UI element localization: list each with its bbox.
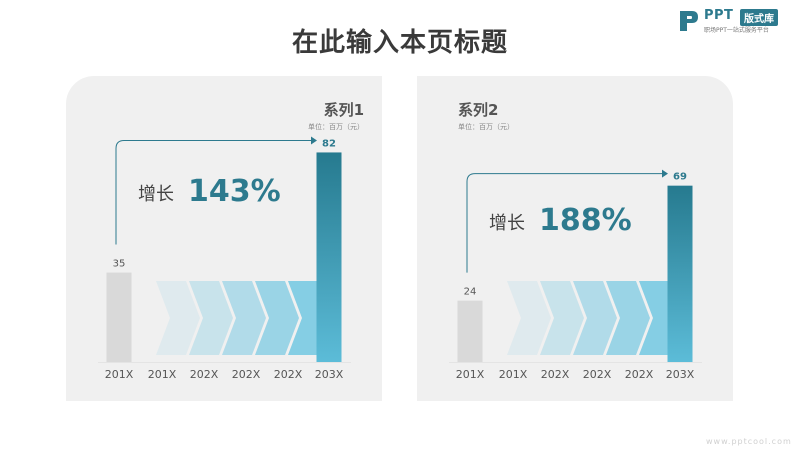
growth-chart-series-2: 系列2 单位：百万（元） 24 69 201X 201X 202X 202X 202X 203X 增… — [449, 101, 702, 381]
bar — [457, 300, 483, 362]
progress-chevron — [189, 281, 233, 355]
page-title: 在此输入本页标题 — [291, 28, 508, 58]
growth-arrowhead — [662, 169, 668, 178]
x-tick-label: 202X — [190, 368, 219, 381]
x-tick-label: 202X — [541, 368, 570, 381]
x-tick-label: 201X — [499, 368, 528, 381]
footer-url: www.pptcool.com — [706, 437, 792, 446]
progress-chevron — [156, 281, 200, 355]
chart-panel-series-1: 系列1 单位：百万（元） 35 82 201X 201X 202X 202X 202X 203X 增… — [66, 76, 382, 401]
bar-value-label: 35 — [113, 259, 126, 270]
growth-value: 143% — [188, 174, 281, 209]
x-tick-label: 203X — [315, 368, 344, 381]
chart-title: 系列1 — [324, 101, 364, 119]
progress-chevron — [255, 281, 299, 355]
growth-value: 188% — [539, 203, 632, 238]
chart-subtitle: 单位：百万（元） — [458, 122, 514, 131]
logo-tagline: 职场PPT一站式服务平台 — [704, 27, 769, 34]
x-tick-label: 203X — [666, 368, 695, 381]
bar — [316, 152, 342, 362]
progress-chevron — [573, 281, 617, 355]
progress-chevron — [507, 281, 551, 355]
growth-connector-line — [466, 173, 664, 273]
chart-subtitle: 单位：百万（元） — [308, 122, 364, 131]
x-tick-label: 202X — [274, 368, 303, 381]
brand-logo: PPT 版式库 职场PPT一站式服务平台 — [678, 8, 794, 38]
bar — [106, 272, 132, 362]
growth-label: 增长 — [489, 213, 525, 234]
x-tick-label: 201X — [456, 368, 485, 381]
progress-chevron — [540, 281, 584, 355]
x-tick-label: 201X — [148, 368, 177, 381]
progress-chevron — [606, 281, 650, 355]
logo-brand-text: 版式库 — [740, 9, 778, 26]
growth-label: 增长 — [138, 184, 174, 205]
progress-chevron — [222, 281, 266, 355]
bar-value-label: 24 — [464, 287, 477, 298]
x-tick-label: 202X — [625, 368, 654, 381]
logo-ppt-text: PPT — [704, 8, 734, 23]
x-tick-label: 202X — [583, 368, 612, 381]
x-tick-label: 201X — [105, 368, 134, 381]
bar-value-label: 69 — [673, 172, 687, 183]
bar-value-label: 82 — [322, 138, 336, 149]
growth-chart-series-1: 系列1 单位：百万（元） 35 82 201X 201X 202X 202X 202X 203X 增… — [98, 101, 364, 381]
x-tick-label: 202X — [232, 368, 261, 381]
chart-panel-series-2: 系列2 单位：百万（元） 24 69 201X 201X 202X 202X 202X 203X 增… — [417, 76, 733, 401]
ppt-logo-icon — [680, 11, 698, 31]
growth-arrowhead — [311, 136, 317, 145]
bar — [667, 185, 693, 362]
chart-title: 系列2 — [458, 101, 498, 119]
growth-connector-line — [115, 139, 313, 245]
